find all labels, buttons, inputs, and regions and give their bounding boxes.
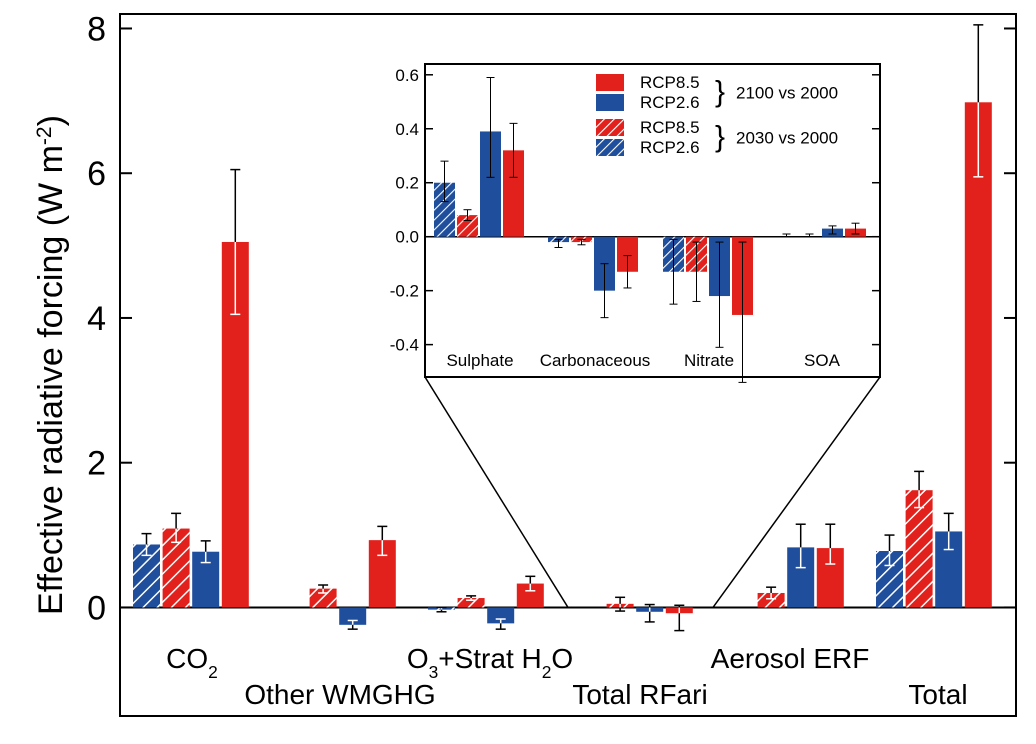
plot-frame bbox=[119, 13, 1017, 717]
inset-y-tick-label: 0.4 bbox=[395, 120, 419, 139]
inset-bar bbox=[617, 236, 638, 272]
category-label: Aerosol ERF bbox=[711, 643, 870, 674]
y-axis-label-text: Effective radiative forcing (W m-2) bbox=[32, 115, 70, 615]
zoom-line-right bbox=[712, 376, 881, 608]
bar bbox=[309, 588, 337, 608]
error-bar bbox=[825, 523, 836, 565]
inset-category-label: Sulphate bbox=[446, 351, 513, 370]
bar bbox=[757, 592, 785, 608]
y-tick-label: 6 bbox=[87, 155, 106, 193]
inset-y-tick-label: 0.0 bbox=[395, 228, 419, 247]
aerosol-inset: -0.4 -0.2 0.0 0.2 0.4 0.6 Sulphate Carbonaceous… bbox=[390, 63, 881, 383]
error-bar bbox=[377, 525, 388, 557]
legend-brace: } bbox=[715, 76, 725, 109]
error-bar bbox=[495, 618, 506, 630]
legend-label: RCP8.5 bbox=[640, 73, 700, 92]
legend-swatch bbox=[596, 119, 624, 136]
error-bar bbox=[914, 470, 925, 509]
inset-y-tick-label: 0.6 bbox=[395, 66, 419, 85]
y-tick-label: 0 bbox=[87, 589, 106, 627]
legend-label: RCP2.6 bbox=[640, 138, 700, 157]
bar bbox=[905, 490, 933, 608]
inset-error-bar bbox=[669, 238, 678, 305]
error-bar bbox=[171, 512, 182, 544]
inset-bar bbox=[434, 182, 455, 237]
inset-error-bar bbox=[738, 241, 747, 383]
inset-error-bar bbox=[486, 76, 495, 178]
inset-zoom-lines bbox=[424, 376, 881, 608]
bar bbox=[457, 598, 485, 608]
error-bar bbox=[525, 575, 536, 592]
category-label: O3+Strat H2O bbox=[407, 643, 573, 682]
y-axis-label: Effective radiative forcing (W m-2) bbox=[32, 115, 70, 615]
inset-error-bar bbox=[805, 233, 814, 238]
y-tick-label: 2 bbox=[87, 445, 106, 483]
error-bar bbox=[141, 532, 152, 557]
inset-error-bar bbox=[782, 233, 791, 238]
y-tick-label: 8 bbox=[87, 10, 106, 48]
error-bar bbox=[943, 512, 954, 551]
error-bar bbox=[318, 584, 329, 594]
inset-error-bar bbox=[715, 241, 724, 348]
inset-bar bbox=[457, 215, 478, 237]
error-bar bbox=[795, 523, 806, 569]
inset-error-bar bbox=[440, 160, 449, 203]
legend-swatch bbox=[596, 139, 624, 156]
legend-group-label: 2030 vs 2000 bbox=[736, 129, 838, 148]
inset-error-bar bbox=[828, 225, 837, 235]
inset-category-label: Nitrate bbox=[684, 351, 734, 370]
error-bar bbox=[674, 604, 685, 632]
inset-category-label: Carbonaceous bbox=[540, 351, 651, 370]
bar bbox=[964, 102, 992, 608]
category-label: Total bbox=[908, 679, 967, 710]
inset-error-bar bbox=[463, 209, 472, 221]
main-axes: 0 2 4 6 8 Effective radiative forcing (W m-2) bbox=[32, 10, 1017, 717]
inset-error-bar bbox=[554, 238, 563, 248]
category-label: CO2 bbox=[166, 643, 218, 682]
inset-y-tick-label: 0.2 bbox=[395, 174, 419, 193]
legend-group-label: 2100 vs 2000 bbox=[736, 84, 838, 103]
inset-y-tick-label: -0.4 bbox=[390, 336, 419, 355]
legend-swatch bbox=[596, 94, 624, 111]
error-bar bbox=[973, 24, 984, 178]
inset-error-bar bbox=[851, 222, 860, 235]
error-bar bbox=[436, 606, 447, 613]
error-bar bbox=[230, 168, 241, 316]
inset-bar bbox=[503, 150, 524, 237]
inset-error-bar bbox=[600, 263, 609, 319]
legend-label: RCP2.6 bbox=[640, 93, 700, 112]
category-label: Other WMGHG bbox=[244, 679, 435, 710]
legend-brace: } bbox=[715, 121, 725, 154]
bar bbox=[487, 607, 515, 624]
inset-y-tick-label: -0.2 bbox=[390, 282, 419, 301]
inset-error-bar bbox=[692, 241, 701, 302]
inset-error-bar bbox=[509, 122, 518, 178]
error-bar bbox=[347, 619, 358, 630]
bar bbox=[339, 607, 367, 625]
category-label: Total RFari bbox=[572, 679, 707, 710]
y-tick-label: 4 bbox=[87, 300, 106, 338]
error-bar bbox=[200, 540, 211, 564]
inset-category-label: SOA bbox=[804, 351, 841, 370]
inset-error-bar bbox=[623, 255, 632, 289]
error-bar bbox=[766, 586, 777, 600]
error-bar bbox=[644, 603, 655, 623]
legend-label: RCP8.5 bbox=[640, 118, 700, 137]
error-bar bbox=[884, 534, 895, 567]
inset-bar bbox=[480, 131, 501, 237]
zoom-line-left bbox=[424, 376, 569, 608]
inset-error-bar bbox=[577, 238, 586, 246]
error-bar bbox=[615, 596, 626, 612]
bar bbox=[516, 583, 544, 608]
error-bar bbox=[466, 595, 477, 601]
legend-swatch bbox=[596, 74, 624, 91]
